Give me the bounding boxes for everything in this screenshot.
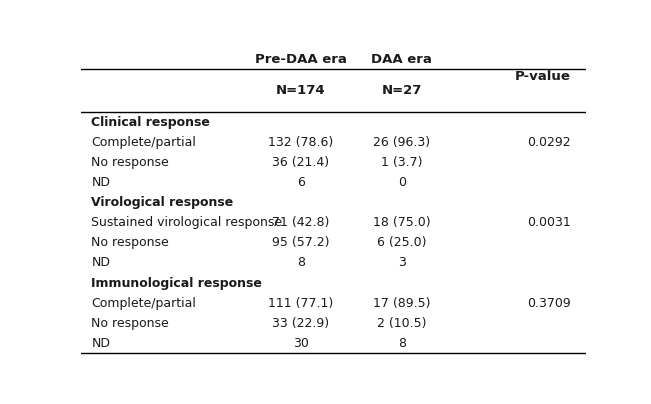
Text: 95 (57.2): 95 (57.2) bbox=[272, 236, 329, 249]
Text: 3: 3 bbox=[398, 257, 406, 269]
Text: P-value: P-value bbox=[515, 70, 571, 83]
Text: Complete/partial: Complete/partial bbox=[91, 297, 197, 309]
Text: 2 (10.5): 2 (10.5) bbox=[377, 317, 426, 330]
Text: N=27: N=27 bbox=[381, 84, 422, 97]
Text: 17 (89.5): 17 (89.5) bbox=[373, 297, 430, 309]
Text: Sustained virological response: Sustained virological response bbox=[91, 216, 283, 229]
Text: 1 (3.7): 1 (3.7) bbox=[381, 156, 422, 169]
Text: ND: ND bbox=[91, 176, 111, 189]
Text: 30: 30 bbox=[293, 337, 309, 350]
Text: 26 (96.3): 26 (96.3) bbox=[373, 136, 430, 149]
Text: ND: ND bbox=[91, 337, 111, 350]
Text: No response: No response bbox=[91, 156, 169, 169]
Text: Clinical response: Clinical response bbox=[91, 116, 210, 129]
Text: 18 (75.0): 18 (75.0) bbox=[373, 216, 430, 229]
Text: 0.3709: 0.3709 bbox=[527, 297, 571, 309]
Text: 6: 6 bbox=[297, 176, 305, 189]
Text: No response: No response bbox=[91, 236, 169, 249]
Text: 0: 0 bbox=[398, 176, 406, 189]
Text: 36 (21.4): 36 (21.4) bbox=[272, 156, 329, 169]
Text: 111 (77.1): 111 (77.1) bbox=[268, 297, 333, 309]
Text: Immunological response: Immunological response bbox=[91, 276, 262, 290]
Text: No response: No response bbox=[91, 317, 169, 330]
Text: Complete/partial: Complete/partial bbox=[91, 136, 197, 149]
Text: Virological response: Virological response bbox=[91, 196, 234, 209]
Text: DAA era: DAA era bbox=[371, 53, 432, 66]
Text: Pre-DAA era: Pre-DAA era bbox=[255, 53, 347, 66]
Text: 132 (78.6): 132 (78.6) bbox=[268, 136, 333, 149]
Text: 33 (22.9): 33 (22.9) bbox=[272, 317, 329, 330]
Text: 6 (25.0): 6 (25.0) bbox=[377, 236, 426, 249]
Text: 0.0292: 0.0292 bbox=[527, 136, 571, 149]
Text: N=174: N=174 bbox=[276, 84, 326, 97]
Text: 71 (42.8): 71 (42.8) bbox=[272, 216, 329, 229]
Text: 8: 8 bbox=[297, 257, 305, 269]
Text: 0.0031: 0.0031 bbox=[527, 216, 571, 229]
Text: ND: ND bbox=[91, 257, 111, 269]
Text: 8: 8 bbox=[398, 337, 406, 350]
